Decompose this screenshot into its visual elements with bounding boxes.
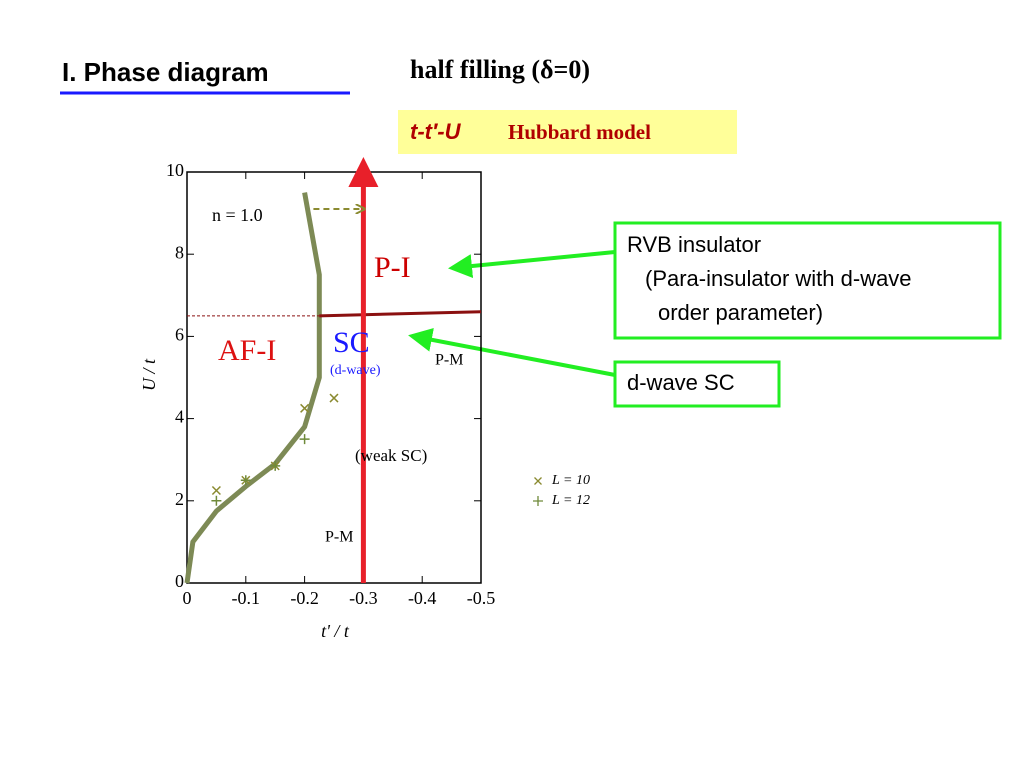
- data-point: [211, 495, 222, 506]
- model-label: Hubbard model: [508, 120, 651, 144]
- annotation: (d-wave): [330, 363, 381, 378]
- slide-title: I. Phase diagram: [62, 57, 269, 87]
- data-point: [240, 475, 251, 486]
- y-tick-label: 8: [175, 242, 184, 262]
- x-tick-label: -0.3: [349, 588, 378, 608]
- callout-text: d-wave SC: [627, 370, 735, 395]
- x-axis-label: t' / t: [321, 621, 350, 641]
- y-tick-label: 4: [175, 407, 184, 427]
- subtitle: half filling (δ=0): [410, 55, 590, 84]
- phase-line: [184, 192, 322, 584]
- callout-text: order parameter): [658, 300, 823, 325]
- callout-arrow: [448, 250, 616, 278]
- annotation: SC: [333, 326, 370, 359]
- annotation: P-I: [374, 251, 411, 284]
- callout-arrow: [408, 327, 616, 377]
- y-tick-label: 6: [175, 325, 184, 345]
- y-tick-label: 10: [166, 160, 184, 180]
- y-axis-label: U / t: [139, 358, 159, 391]
- annotation: P-M: [325, 529, 353, 546]
- data-point: [270, 460, 281, 471]
- legend-marker: [533, 496, 543, 506]
- x-tick-label: -0.4: [408, 588, 437, 608]
- callout-box: [613, 360, 781, 408]
- x-tick-label: 0: [183, 588, 192, 608]
- data-point: [211, 485, 221, 496]
- x-tick-label: -0.5: [467, 588, 496, 608]
- y-tick-label: 2: [175, 489, 184, 509]
- model-name: t-t′-U: [410, 119, 462, 144]
- data-point: [329, 393, 339, 403]
- data-point: [300, 403, 310, 413]
- callout-text: RVB insulator: [627, 232, 761, 257]
- callout-text: (Para-insulator with d-wave: [645, 266, 912, 291]
- y-tick-label: 0: [175, 571, 184, 591]
- model-box: [398, 110, 737, 154]
- annotation: P-M: [435, 352, 463, 369]
- phase-line: [319, 310, 482, 318]
- plot-frame: [186, 171, 482, 584]
- x-tick-label: -0.2: [290, 588, 319, 608]
- legend-marker: [534, 477, 542, 485]
- x-tick-label: -0.1: [232, 588, 261, 608]
- callout-box: [613, 221, 1002, 340]
- annotation: (weak SC): [355, 446, 427, 465]
- legend-label: L = 12: [551, 493, 590, 508]
- legend-label: L = 10: [551, 473, 590, 488]
- annotation: n = 1.0: [212, 205, 263, 225]
- annotation: AF-I: [218, 334, 276, 367]
- data-point: [299, 434, 310, 445]
